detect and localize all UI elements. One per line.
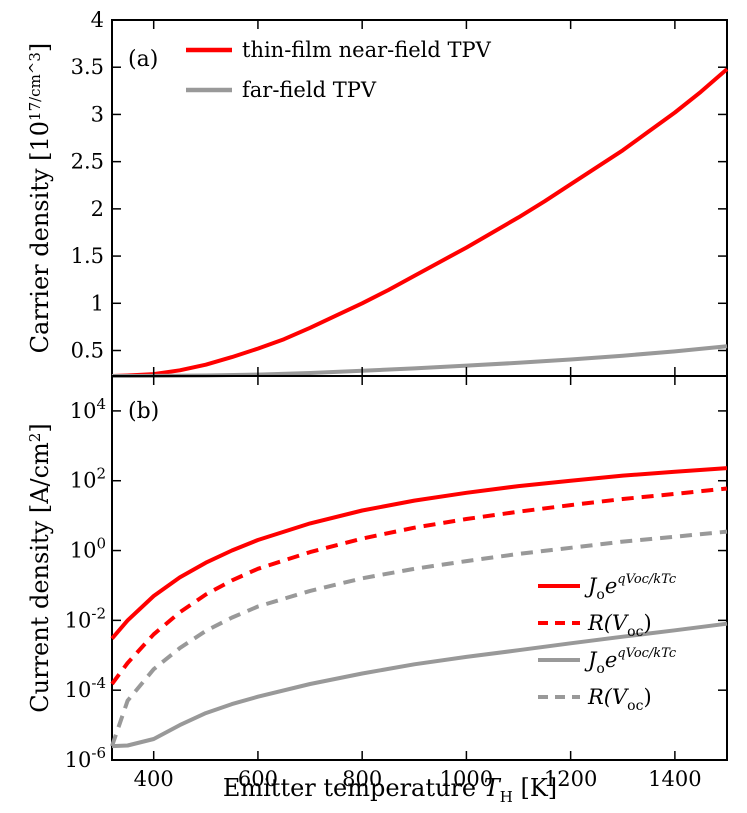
panel-b-legend-label-2: JoeqVoc/kTc <box>584 646 677 677</box>
panel-b-ytick-label: 104 <box>70 395 106 423</box>
panel-b-y-axis-label: Current density [A/cm2] <box>26 423 54 712</box>
panel-a-frame <box>111 19 728 377</box>
panel-a-ytick-label: 4 <box>91 8 104 32</box>
panel-a-ytick-label: 1 <box>91 291 104 315</box>
panel-a-legend-label-1: far-field TPV <box>242 78 377 102</box>
panel-a: 0.5 1 1.5 2 2.5 3 3.5 4 (a) thin-film near-fiel… <box>71 8 729 378</box>
panel-b-plot-area <box>110 466 728 749</box>
panel-b-series-line-1 <box>110 486 728 686</box>
panel-a-ytick-label: 0.5 <box>71 339 104 363</box>
panel-b-xtick-label: 400 <box>134 767 174 791</box>
panel-a-ytick-label: 3.5 <box>71 55 104 79</box>
panel-b-ytick-label: 10-6 <box>65 744 106 772</box>
panel-a-series-line-1 <box>111 344 728 378</box>
panel-b-xtick-label: 1400 <box>648 767 701 791</box>
panel-a-y-axis-label: Carrier density [1017/cm^3] <box>26 43 54 354</box>
panel-b-series-line-3 <box>110 529 728 747</box>
panel-a-ytick-label: 1.5 <box>71 244 104 268</box>
panel-b-legend-label-3: R(Voc) <box>587 685 652 714</box>
panel-b-tag: (b) <box>128 399 159 424</box>
panel-b-ytick-label: 10-2 <box>65 604 106 632</box>
panel-a-ticks: 0.5 1 1.5 2 2.5 3 3.5 4 <box>71 8 727 363</box>
panel-a-ytick-label: 3 <box>91 102 104 126</box>
panel-b-xtick-label: 1200 <box>544 767 597 791</box>
panel-b-xtick-label: 1000 <box>440 767 493 791</box>
panel-b-frame <box>111 375 728 761</box>
panel-a-series-line-0 <box>111 67 729 378</box>
panel-b-ytick-label: 10-4 <box>65 674 106 702</box>
panel-b-xtick-label: 800 <box>342 767 382 791</box>
panel-b-legend: JoeqVoc/kTc R(Voc) JoeqVoc/kTc R(Voc) <box>538 572 677 714</box>
panel-a-plot-area <box>111 67 729 378</box>
panel-b-series-line-0 <box>110 466 728 640</box>
panel-b-series-line-2 <box>111 621 728 749</box>
panel-b-legend-label-0: JoeqVoc/kTc <box>584 572 677 603</box>
panel-a-ytick-label: 2 <box>91 197 104 221</box>
panel-a-legend-label-0: thin-film near-field TPV <box>242 38 492 62</box>
panel-b-legend-label-1: R(Voc) <box>587 611 652 640</box>
panel-a-ytick-label: 2.5 <box>71 150 104 174</box>
panel-b-ytick-label: 102 <box>70 465 106 493</box>
panel-b: 10-6 10-4 10-2 100 102 104 400 600 800 1000 1200 14… <box>65 20 728 791</box>
panel-a-tag: (a) <box>128 47 158 72</box>
x-axis-label: Emitter temperature TH [K] <box>223 774 557 806</box>
axis-labels: Carrier density [1017/cm^3] Current densi… <box>26 43 557 806</box>
panel-b-ticks: 10-6 10-4 10-2 100 102 104 400 600 800 1000 1200 14… <box>65 20 727 791</box>
panel-b-xtick-label: 600 <box>238 767 278 791</box>
panel-a-legend: thin-film near-field TPV far-field TPV <box>186 38 492 102</box>
panel-b-ytick-label: 100 <box>70 535 106 563</box>
